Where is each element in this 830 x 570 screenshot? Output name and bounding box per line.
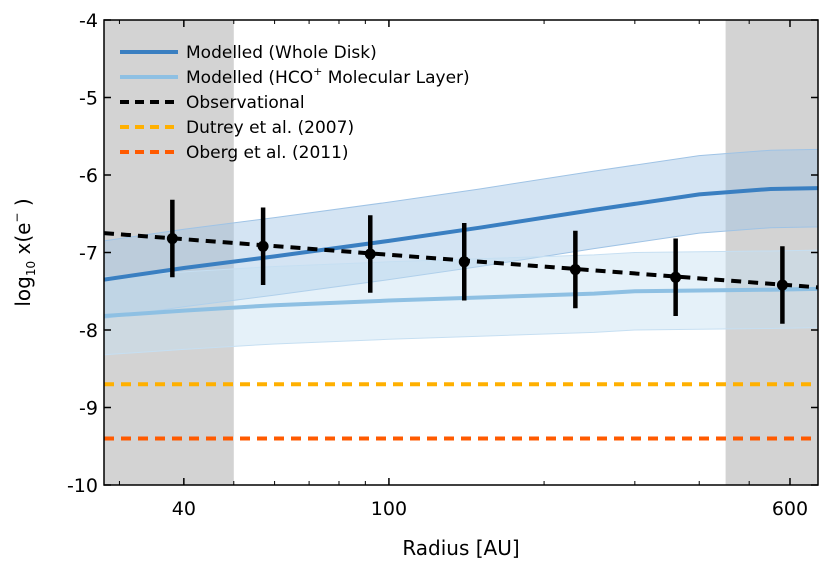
y-tick-label: -5 — [79, 88, 98, 110]
legend-label: Observational — [186, 93, 305, 113]
x-tick-label: 600 — [772, 498, 808, 520]
observations — [166, 199, 788, 324]
observation-point — [776, 246, 788, 324]
line-series-1 — [103, 186, 819, 282]
y-tick-label: -4 — [79, 10, 98, 32]
x-tick-label: 100 — [371, 498, 407, 520]
legend-label: Modelled (Whole Disk) — [186, 43, 377, 63]
data-point — [257, 240, 269, 252]
axis-ticks: 40 100 600 -10 -9 -8 -7 -6 -5 -4 — [67, 10, 818, 520]
shaded-regions — [104, 20, 818, 485]
y-tick-label: -6 — [79, 165, 98, 187]
legend-label: Modelled (HCO+ Molecular Layer) — [186, 65, 470, 88]
data-point — [458, 256, 470, 268]
legend-label: Dutrey et al. (2007) — [186, 118, 354, 138]
observation-point — [458, 223, 470, 301]
line-series-2 — [103, 286, 819, 319]
observation-point — [569, 230, 581, 309]
y-tick-label: -9 — [79, 398, 98, 420]
legend: Modelled (Whole Disk)Modelled (HCO+ Mole… — [120, 43, 470, 163]
x-axis-label: Radius [AU] — [402, 536, 519, 560]
observation-point — [364, 215, 376, 293]
observation-point — [670, 238, 682, 317]
data-point — [776, 279, 788, 291]
y-tick-label: -8 — [79, 320, 98, 342]
observation-point — [257, 207, 269, 286]
data-point — [569, 264, 581, 276]
observation-point — [166, 199, 178, 278]
legend-label: Oberg et al. (2011) — [186, 143, 349, 163]
data-point — [670, 271, 682, 283]
x-tick-label: 40 — [172, 498, 196, 520]
shaded-region-2 — [725, 20, 818, 485]
y-axis-label: log10 x(e− ) — [10, 198, 38, 306]
data-point — [364, 248, 376, 260]
data-point — [166, 233, 178, 245]
y-tick-label: -7 — [79, 243, 98, 265]
shaded-region-1 — [104, 20, 234, 485]
y-tick-label: -10 — [67, 475, 98, 497]
